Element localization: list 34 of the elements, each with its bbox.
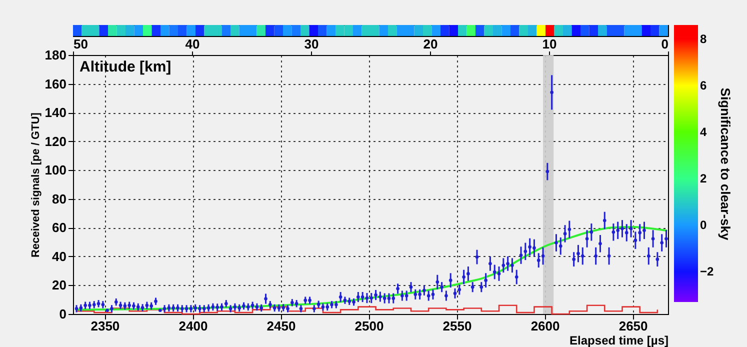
color-bar-label: −2 [700,264,714,279]
x-axis-title: Elapsed time [µs] [570,334,668,347]
y-tick-label: 40 [52,248,66,264]
x2-tick-label: 0 [661,36,668,52]
y-tick-label: 20 [52,278,66,293]
y-tick-label: 140 [44,105,66,120]
y-tick-label: 80 [52,191,66,206]
x-tick-label: 2600 [530,318,560,334]
y-axis-title: Received signals [pe / GTU] [30,112,42,258]
color-bar-label: 0 [700,218,707,232]
y-tick-label: 100 [44,162,66,178]
x2-axis-title: Altitude [km] [80,58,172,76]
y-tick-label: 180 [44,48,66,62]
y-tick-label: 60 [52,220,66,236]
x-tick-label: 2500 [354,318,384,334]
color-bar-label: 6 [700,78,707,93]
x2-tick-label: 10 [542,36,557,52]
line-series [76,226,668,311]
y-tick-label: 160 [44,76,66,92]
x2-tick-label: 20 [423,36,438,52]
x2-tick-label: 30 [304,36,319,52]
x-tick-label: 2650 [618,318,648,334]
x2-tick-label: 40 [185,36,200,52]
color-bar-label: 4 [700,125,707,140]
x-tick-label: 2350 [90,318,120,334]
x2-tick-label: 50 [74,36,88,52]
color-bar-label: 8 [700,32,707,46]
color-bar-title: Significance to clear-sky [718,88,733,241]
y-tick-label: 120 [44,134,66,149]
x-tick-label: 2400 [178,318,208,334]
x-tick-label: 2450 [266,318,296,334]
color-bar-label: 2 [700,172,707,186]
y-tick-label: 0 [59,306,66,322]
x-tick-label: 2550 [442,318,472,334]
